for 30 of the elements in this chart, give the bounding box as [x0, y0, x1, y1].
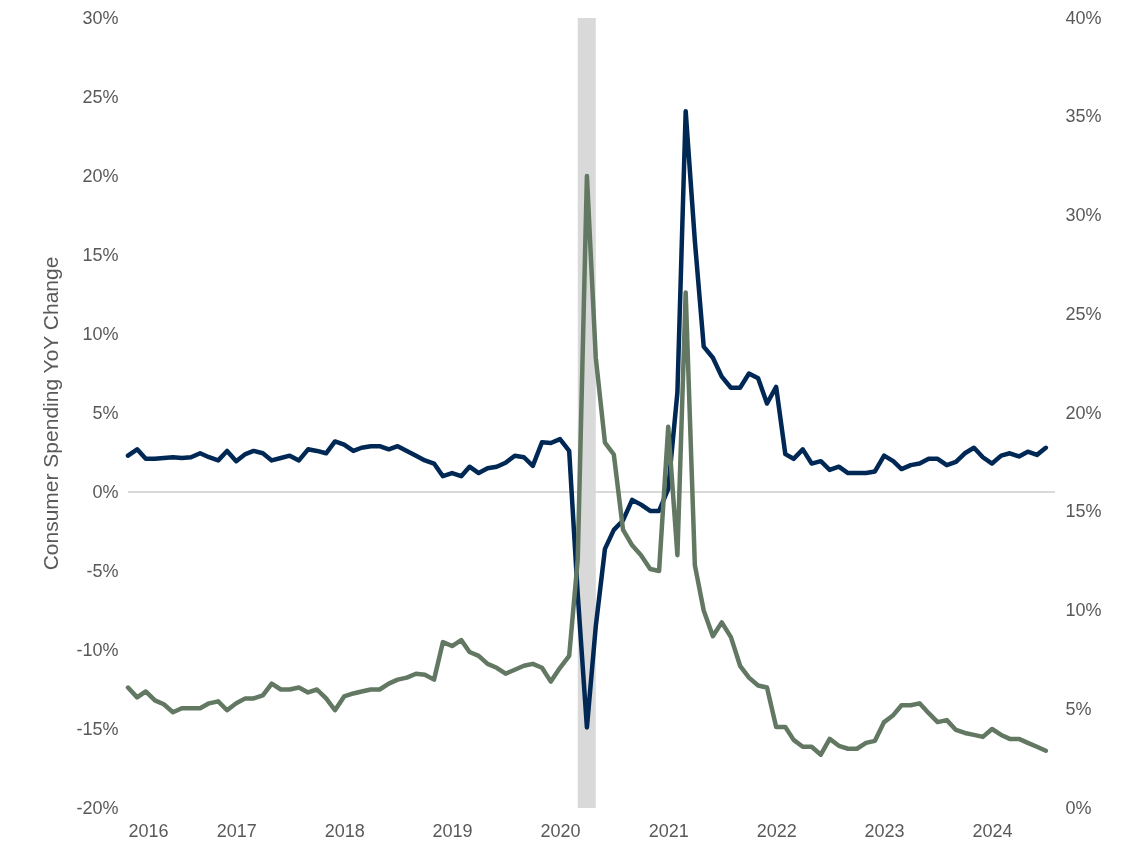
y-tick-label: -10% [76, 639, 119, 660]
y2-tick-label: 5% [1065, 698, 1092, 719]
y-tick-label: 30% [82, 7, 119, 28]
x-tick-label: 2018 [324, 820, 365, 841]
x-tick-label: 2019 [432, 820, 473, 841]
x-tick-label: 2021 [648, 820, 689, 841]
x-tick-label: 2017 [216, 820, 257, 841]
y-tick-label: 5% [92, 402, 119, 423]
y2-tick-label: 20% [1065, 402, 1102, 423]
y2-tick-label: 10% [1065, 600, 1102, 620]
y-tick-label: -15% [76, 718, 119, 739]
y-tick-label: 25% [82, 86, 119, 107]
x-tick-label: 2022 [756, 820, 797, 841]
y-tick-label: 15% [82, 244, 119, 265]
y-tick-label: 0% [92, 481, 119, 502]
x-tick-label: 2016 [128, 820, 169, 841]
y2-tick-label: 0% [1065, 797, 1092, 818]
y-tick-label: -20% [76, 797, 119, 818]
y2-tick-label: 40% [1065, 7, 1102, 28]
y-tick-label: 10% [82, 323, 119, 344]
y-tick-label: 20% [82, 165, 119, 186]
y2-tick-label: 30% [1065, 205, 1102, 225]
y2-tick-label: 35% [1065, 106, 1102, 127]
x-tick-label: 2023 [864, 820, 905, 841]
y-tick-label: -5% [86, 560, 119, 581]
y2-tick-label: 15% [1065, 501, 1102, 522]
y2-tick-label: 25% [1065, 303, 1102, 324]
x-tick-label: 2024 [972, 820, 1013, 841]
y-axis-title: Consumer Spending YoY Change [39, 256, 63, 571]
x-tick-label: 2020 [540, 820, 581, 841]
